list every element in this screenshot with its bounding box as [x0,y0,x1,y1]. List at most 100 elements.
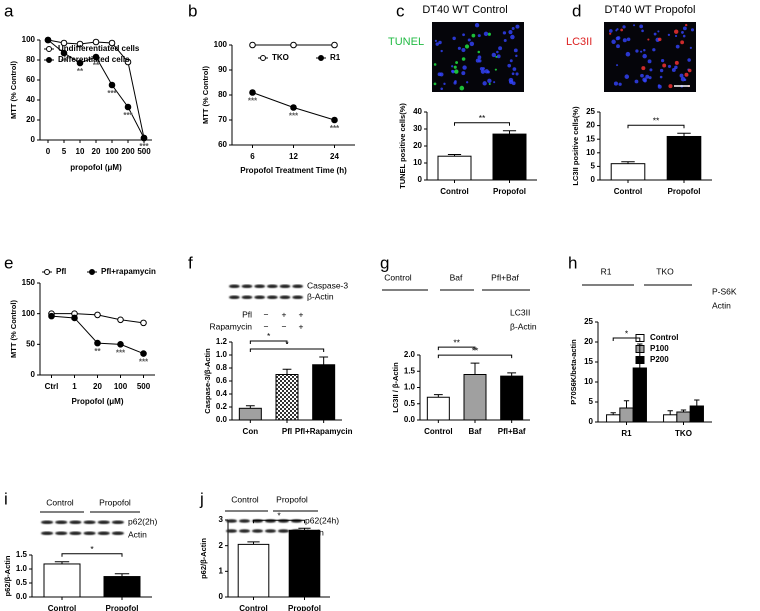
x-tick-label: 24 [330,152,339,161]
y-tick-label: 1 [219,566,224,575]
point [76,40,84,48]
blot-label: p62(24h) [305,515,339,525]
cell [453,65,457,69]
legend-marker [260,55,266,61]
significance-mark: *** [107,89,117,98]
cell [626,37,631,42]
blot-band [55,531,68,536]
blot-band [292,284,304,289]
y-tick-label: 0 [31,135,36,144]
x-tick-label: 500 [137,382,151,391]
x-tick-label: R1 [621,429,632,438]
x-tick-label: Propofol [106,604,139,611]
cell [469,41,475,47]
blot-band [228,284,240,289]
cell [687,58,691,62]
cell [683,78,687,82]
x-tick-label: 500 [137,147,151,156]
y-tick-label: 5 [589,397,594,406]
cell [494,68,497,71]
legend-label: Control [650,333,678,342]
point [124,103,132,111]
x-axis-label: propofol (μM) [70,163,122,172]
significance-label: ** [653,115,660,125]
cell [645,74,650,79]
cell [454,80,457,83]
y-tick-label: 0.0 [216,415,228,424]
x-tick-label: Pfl [282,427,292,436]
y-tick-label: 40 [26,95,35,104]
significance-bracket [61,553,123,557]
cell [459,85,465,91]
x-tick-label: Baf [469,427,482,436]
point [124,58,132,66]
significance-label: * [90,544,94,554]
treatment-sign: − [264,321,269,331]
error-bar [298,527,311,531]
bar [610,163,646,181]
cell [642,53,647,59]
x-axis-label: Propofol (μM) [72,397,124,406]
blot-band [228,295,240,300]
y-tick-label: 100 [214,40,228,49]
y-tick-label: 1.0 [16,564,28,573]
significance-label: ** [472,345,479,355]
y-tick-label: 0.8 [216,363,228,372]
point [331,41,338,49]
significance-bracket [627,124,685,129]
error-bar [694,399,700,406]
cell [508,77,514,83]
cell [433,63,437,66]
legend-label: P100 [650,344,669,353]
cell [515,72,519,76]
blot-band [241,284,253,289]
cell [502,31,507,35]
y-tick-label: 15 [586,134,595,143]
cell [613,81,618,86]
bar [666,135,702,181]
y-tick-label: 1.5 [16,550,28,559]
significance-mark: ** [93,61,100,70]
error-bar [621,161,635,164]
bar [463,374,487,421]
legend-label: Differentiated cells [58,55,130,64]
y-axis-label: LC3II / β-Actin [391,362,400,413]
x-tick-label: Pfl+Rapamycin [295,427,353,436]
blot-band [238,529,251,533]
cell [671,68,676,72]
significance-label: * [277,510,281,520]
significance-mark: *** [139,142,149,151]
cell [667,33,671,37]
y-tick-label: 10 [584,377,593,386]
cell [635,49,639,53]
error-bar [433,394,443,398]
significance-mark: ** [61,57,68,66]
y-tick-label: 15 [584,357,593,366]
cell [616,28,619,31]
cell [495,55,498,58]
blot-band [97,520,110,525]
error-bar [447,154,462,157]
treatment-label: Rapamycin [209,321,252,331]
cell [675,44,680,49]
cell [687,68,692,73]
error-bar [680,409,687,412]
cell [435,42,439,46]
y-tick-label: 0.5 [404,399,416,408]
x-tick-label: Control [614,187,642,196]
error-bar [610,412,616,415]
x-tick-label: Propofol [288,604,321,611]
cell [511,81,516,86]
y-tick-label: 0 [589,417,594,426]
cell [471,33,476,38]
x-tick-label: 5 [62,147,67,156]
x-tick-label: 1 [72,382,77,391]
blot-band [266,295,278,300]
x-tick-label: Control [440,187,468,196]
header-label: Pfl+Baf [491,272,519,282]
bar [689,405,704,423]
cell [662,63,667,68]
image-label: TUNEL [388,36,424,48]
cell [682,26,687,31]
blot-band [83,520,96,525]
